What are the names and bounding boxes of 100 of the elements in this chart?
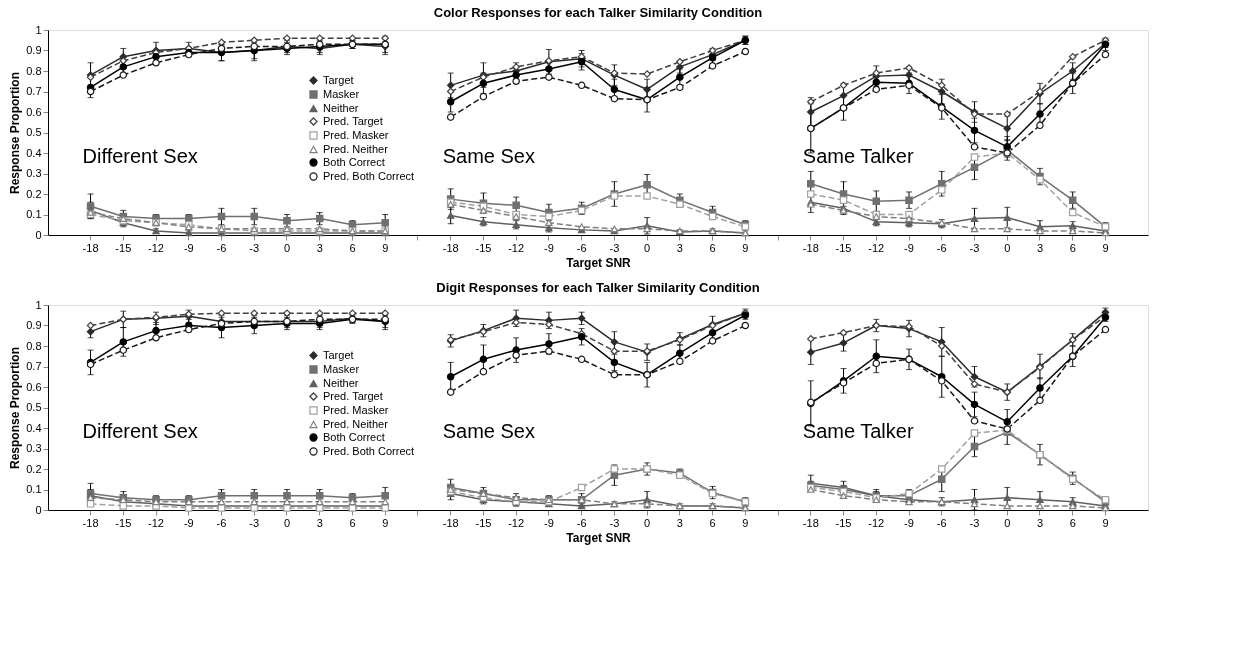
x-tick-label: 3 <box>316 516 323 529</box>
x-tick-label: 0 <box>283 516 291 529</box>
x-tick-label: -3 <box>609 241 620 254</box>
y-tick-label: 0.7 <box>26 85 42 97</box>
annotation: Different Sex <box>82 420 198 443</box>
x-tick-label: -6 <box>216 516 227 529</box>
x-tick-label: -12 <box>148 516 164 529</box>
legend-label: Pred. Neither <box>323 417 389 430</box>
legend-label: Target <box>323 348 354 361</box>
y-tick-label: 0 <box>35 228 42 241</box>
x-tick-label: -18 <box>82 516 99 529</box>
y-tick-label: 0.2 <box>26 187 42 200</box>
x-tick-label: -12 <box>148 241 164 254</box>
legend-label: Target <box>323 73 354 86</box>
x-tick-label: 6 <box>709 516 716 529</box>
x-tick-label: -3 <box>249 516 260 529</box>
x-tick-label: -9 <box>183 241 194 254</box>
x-tick-label: -6 <box>936 516 947 529</box>
legend-label: Pred. Masker <box>323 128 389 141</box>
y-tick-label: 0.6 <box>26 380 42 393</box>
legend-label: Pred. Masker <box>323 403 389 416</box>
x-tick-label: -18 <box>802 241 819 254</box>
legend-label: Pred. Both Correct <box>323 169 415 182</box>
x-tick-label: -6 <box>936 241 947 254</box>
x-tick-label: 3 <box>676 241 683 254</box>
x-tick-label: -18 <box>442 241 459 254</box>
x-tick-label: 3 <box>316 241 323 254</box>
x-tick-label: 9 <box>1102 516 1109 529</box>
x-tick-label: -12 <box>868 241 885 254</box>
x-tick-label: 9 <box>382 241 389 254</box>
x-tick-label: -9 <box>544 516 554 529</box>
annotation: Same Sex <box>442 145 535 168</box>
x-tick-label: 6 <box>709 241 716 254</box>
x-tick-label: -15 <box>475 516 492 529</box>
x-tick-label: -9 <box>183 516 194 529</box>
legend-label: Neither <box>323 376 359 389</box>
x-tick-label: 9 <box>1102 241 1109 254</box>
x-tick-label: 9 <box>382 516 389 529</box>
x-tick-label: 0 <box>1004 241 1011 254</box>
x-tick-label: -15 <box>115 516 132 529</box>
x-tick-label: 9 <box>742 241 749 254</box>
x-tick-label: -3 <box>969 241 980 254</box>
y-tick-label: 0.5 <box>26 401 42 413</box>
x-tick-label: -6 <box>576 516 587 529</box>
x-tick-label: 3 <box>1036 516 1044 529</box>
x-tick-label: 6 <box>349 241 356 254</box>
legend-label: Both Correct <box>323 155 385 168</box>
y-tick-label: 0.1 <box>26 483 42 495</box>
x-tick-label: 6 <box>1069 516 1076 529</box>
annotation: Same Talker <box>802 420 914 443</box>
y-tick-label: 0.1 <box>26 208 42 220</box>
chart-title: Digit Responses for each Talker Similarity Condition <box>436 280 760 295</box>
x-tick-label: -15 <box>835 516 852 529</box>
legend-label: Pred. Target <box>323 114 383 127</box>
y-tick-label: 0.5 <box>26 126 42 138</box>
y-tick-label: 0.4 <box>26 146 42 159</box>
y-tick-label: 1 <box>35 23 42 36</box>
y-tick-label: 1 <box>35 298 42 311</box>
x-tick-label: 0 <box>644 241 651 254</box>
x-axis-title: Target SNR <box>566 530 632 545</box>
y-tick-label: 0.3 <box>26 442 42 454</box>
x-tick-label: -12 <box>508 241 525 254</box>
x-tick-label: -12 <box>508 516 525 529</box>
y-tick-label: 0.3 <box>26 167 42 179</box>
legend-label: Pred. Neither <box>323 142 389 155</box>
annotation: Different Sex <box>82 145 198 168</box>
x-tick-label: -15 <box>835 241 852 254</box>
x-tick-label: -12 <box>868 516 885 529</box>
y-tick-label: 0.8 <box>26 64 42 77</box>
x-tick-label: 3 <box>1036 241 1044 254</box>
chart-title: Color Responses for each Talker Similarity Condition <box>433 5 763 20</box>
x-tick-label: -15 <box>115 241 132 254</box>
legend-label: Masker <box>323 87 360 100</box>
legend-label: Masker <box>323 362 360 375</box>
y-tick-label: 0.9 <box>26 44 42 56</box>
x-tick-label: -3 <box>249 241 260 254</box>
x-tick-label: -9 <box>904 241 914 254</box>
x-tick-label: -3 <box>969 516 980 529</box>
y-tick-label: 0.6 <box>26 105 42 118</box>
x-tick-label: 6 <box>1069 241 1076 254</box>
x-tick-label: -18 <box>82 241 99 254</box>
x-axis-title: Target SNR <box>566 255 632 270</box>
annotation: Same Talker <box>802 145 914 168</box>
x-tick-label: -18 <box>802 516 819 529</box>
x-tick-label: -9 <box>544 241 554 254</box>
y-axis-title: Response Proportion <box>8 71 23 195</box>
x-tick-label: 9 <box>742 516 749 529</box>
x-tick-label: -9 <box>904 516 914 529</box>
y-tick-label: 0.7 <box>26 360 42 372</box>
y-tick-label: 0.2 <box>26 462 42 475</box>
legend-label: Neither <box>323 101 359 114</box>
x-tick-label: 3 <box>676 516 683 529</box>
y-tick-label: 0.4 <box>26 421 42 434</box>
x-tick-label: 6 <box>349 516 356 529</box>
x-tick-label: 0 <box>283 241 291 254</box>
y-tick-label: 0 <box>35 503 42 516</box>
legend-label: Both Correct <box>323 430 385 443</box>
x-tick-label: -6 <box>576 241 587 254</box>
x-tick-label: -6 <box>216 241 227 254</box>
x-tick-label: -3 <box>609 516 620 529</box>
